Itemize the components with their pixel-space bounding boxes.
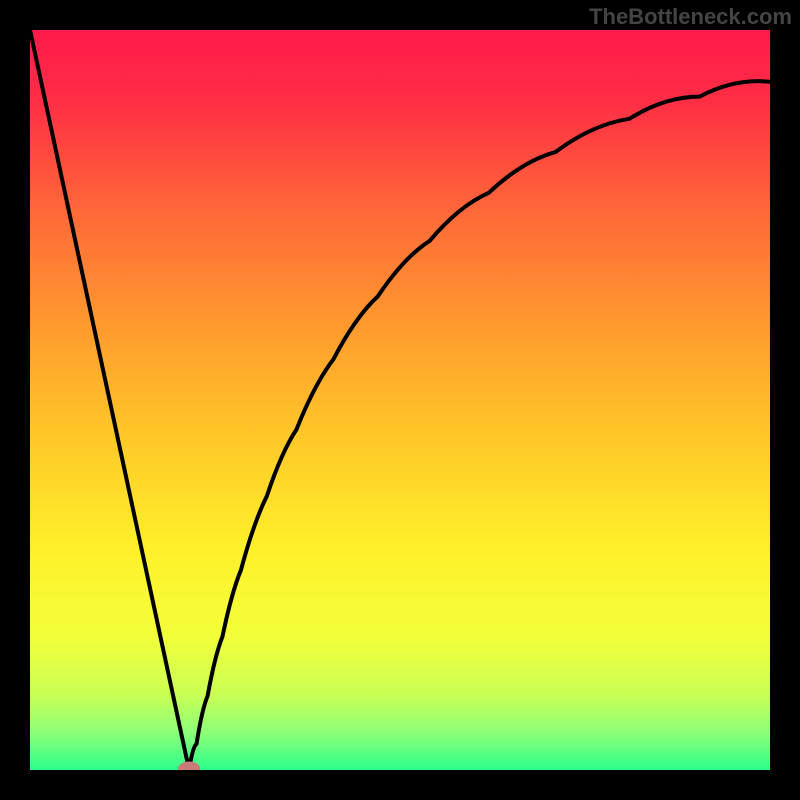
plot-area	[30, 30, 770, 770]
watermark-text: TheBottleneck.com	[589, 4, 792, 30]
chart-container: TheBottleneck.com	[0, 0, 800, 800]
gradient-background	[30, 30, 770, 770]
